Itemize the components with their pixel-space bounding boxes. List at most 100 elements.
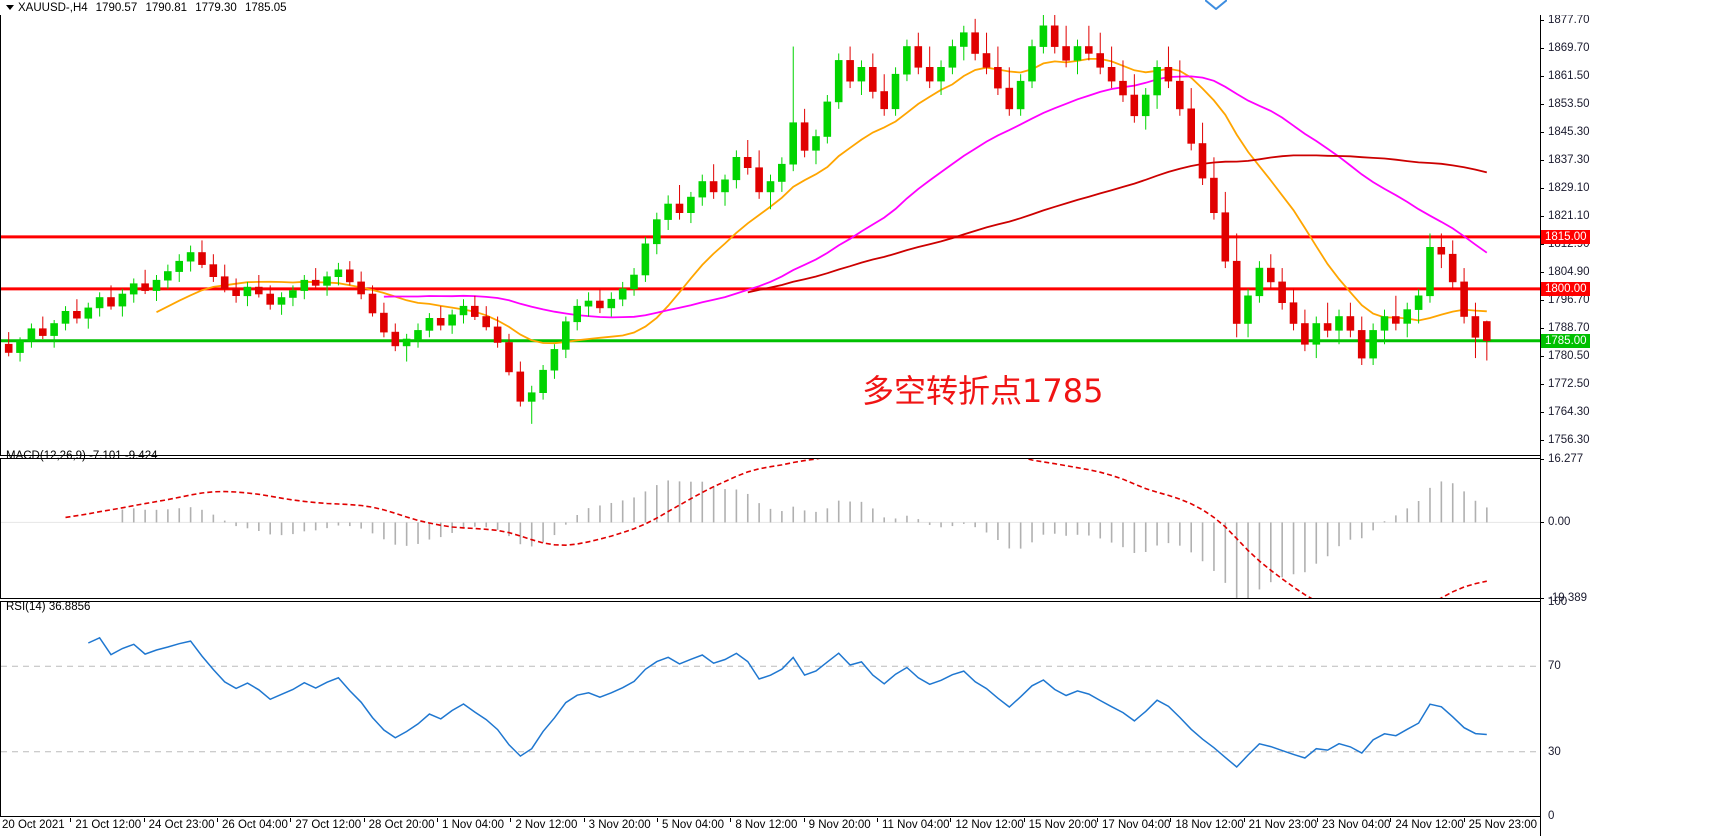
price-tick-label: 1861.50 (1548, 69, 1590, 82)
time-divider (1243, 818, 1245, 822)
price-tick (1540, 132, 1544, 134)
rsi-tick-label: 100 (1548, 596, 1568, 608)
price-tick-label: 1764.30 (1548, 406, 1590, 419)
time-scale-label: 21 Nov 23:00 (1248, 819, 1318, 831)
time-divider (510, 818, 512, 822)
time-scale-label: 26 Oct 04:00 (222, 819, 288, 831)
rsi-tick-label: 0 (1548, 810, 1555, 822)
time-scale-label: 24 Nov 12:00 (1395, 819, 1464, 831)
rsi-pane[interactable] (0, 601, 1541, 817)
time-scale-label: 18 Nov 12:00 (1175, 819, 1244, 831)
price-tick-label: 1780.50 (1548, 350, 1590, 363)
price-tick (1540, 159, 1544, 161)
ohlc-low: 1779.30 (195, 1, 237, 14)
macd-label: MACD(12,26,9) -7.101 -9.424 (6, 450, 158, 462)
macd-pane[interactable] (0, 458, 1541, 599)
time-divider (217, 818, 218, 822)
time-scale-label: 3 Nov 20:00 (588, 819, 651, 831)
ohlc-close: 1785.05 (245, 1, 287, 14)
price-tick-label: 1845.30 (1548, 126, 1590, 139)
price-tick-label: 1829.10 (1548, 182, 1590, 195)
time-scale-label: 21 Oct 12:00 (75, 819, 142, 831)
macd-tick (1540, 522, 1544, 524)
price-tick (1540, 271, 1544, 273)
macd-tick-label: 16.277 (1548, 453, 1584, 465)
time-divider (730, 818, 732, 822)
time-scale-label: 1 Nov 04:00 (442, 819, 505, 831)
rsi-label: RSI(14) 36.8856 (6, 601, 91, 613)
time-scale-label: 11 Nov 04:00 (882, 819, 950, 831)
time-divider (290, 818, 292, 822)
price-tick (1540, 75, 1544, 77)
time-scale-label: 20 Oct 2021 (2, 819, 65, 831)
time-scale[interactable]: 20 Oct 2021 21 Oct 12:00 24 Oct 23:00 26 Oc… (0, 818, 1540, 836)
symbol-label: XAUUSD-,H4 (18, 1, 88, 14)
price-tick-label: 1877.70 (1548, 13, 1590, 26)
time-divider (1317, 818, 1318, 822)
price-tick (1540, 412, 1544, 414)
rsi-tick-label: 30 (1548, 745, 1561, 758)
price-tick (1540, 384, 1544, 386)
price-axis-rule (1540, 0, 1541, 836)
time-divider (657, 818, 658, 822)
price-tick (1540, 244, 1544, 246)
time-scale-label: 25 Nov 23:00 (1468, 819, 1538, 831)
price-tick (1540, 440, 1544, 442)
price-tick (1540, 19, 1544, 21)
price-tick-label: 1788.70 (1548, 321, 1590, 334)
time-divider (1023, 818, 1025, 822)
ohlc-open: 1790.57 (95, 1, 138, 14)
time-divider (950, 818, 952, 822)
ohlc-values: 1790.57 1790.81 1779.30 1785.05 (96, 2, 292, 14)
time-divider (143, 818, 145, 822)
triangle-down-icon[interactable] (6, 5, 14, 10)
price-tick-label: 1772.50 (1548, 378, 1590, 391)
macd-tick-label: 0.00 (1548, 516, 1571, 529)
top-marker-icon (1205, 0, 1227, 10)
price-level-badge-support[interactable]: 1785.00 (1541, 333, 1590, 348)
time-scale-label: 23 Nov 04:00 (1322, 819, 1391, 831)
symbol-info-bar: XAUUSD-,H4 1790.57 1790.81 1779.30 1785.… (0, 0, 1730, 15)
time-scale-label: 2 Nov 12:00 (515, 819, 578, 831)
time-divider (437, 818, 438, 822)
macd-tick (1540, 598, 1544, 599)
time-scale-label: 15 Nov 20:00 (1028, 819, 1098, 831)
macd-tick-label: -19.389 (1548, 592, 1588, 604)
price-tick-label: 1821.10 (1548, 209, 1590, 222)
chart-annotation: 多空转折点1785 (862, 372, 1104, 410)
macd-canvas (1, 459, 1540, 598)
price-level-badge-resistance[interactable]: 1815.00 (1541, 229, 1590, 244)
price-tick-label: 1837.30 (1548, 153, 1590, 166)
price-tick (1540, 300, 1544, 302)
price-tick (1540, 356, 1544, 358)
price-tick (1540, 47, 1544, 49)
time-scale-label: 12 Nov 12:00 (955, 819, 1024, 831)
time-divider (1097, 818, 1098, 822)
ohlc-high: 1790.81 (145, 1, 188, 14)
price-tick-label: 1804.90 (1548, 265, 1590, 278)
price-level-badge-resistance[interactable]: 1800.00 (1541, 281, 1590, 296)
macd-tick (1540, 459, 1544, 460)
price-tick (1540, 103, 1544, 105)
time-scale-label: 5 Nov 04:00 (662, 819, 725, 831)
price-tick-label: 1869.70 (1548, 41, 1590, 54)
price-tick (1540, 215, 1544, 217)
price-tick-label: 1853.50 (1548, 97, 1590, 110)
price-tick (1540, 188, 1544, 190)
time-scale-label: 28 Oct 20:00 (368, 819, 435, 831)
time-divider (803, 818, 805, 822)
time-divider (1390, 818, 1392, 822)
price-chart-pane[interactable] (0, 4, 1541, 456)
time-scale-label: 27 Oct 12:00 (295, 819, 362, 831)
time-divider (1463, 818, 1465, 822)
rsi-tick-label: 70 (1548, 660, 1561, 673)
price-chart-canvas (1, 5, 1540, 424)
time-divider (363, 818, 365, 822)
time-divider (877, 818, 878, 822)
time-scale-label: 17 Nov 04:00 (1102, 819, 1171, 831)
time-scale-label: 8 Nov 12:00 (735, 819, 798, 831)
time-scale-label: 24 Oct 23:00 (148, 819, 215, 831)
price-scale[interactable]: 1877.70 1869.70 1861.50 1853.50 1845.30 1837.… (1540, 0, 1730, 836)
time-divider (583, 818, 585, 822)
price-tick-label: 1756.30 (1548, 434, 1590, 447)
